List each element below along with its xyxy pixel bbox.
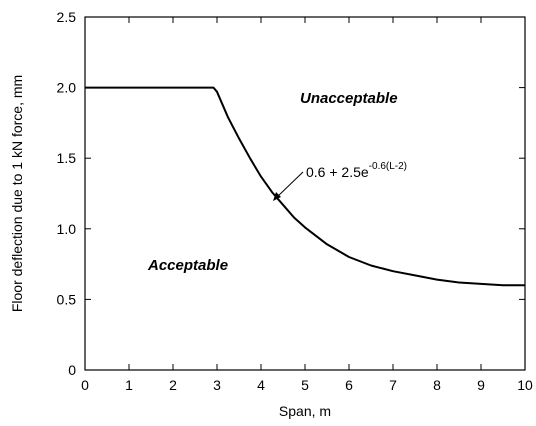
x-tick-label: 4 bbox=[257, 377, 265, 393]
formula-exponent: -0.6(L-2) bbox=[369, 161, 407, 172]
y-tick-label: 0 bbox=[68, 362, 76, 378]
y-axis-ticks: 0 0.5 1.0 1.5 2.0 2.5 bbox=[57, 9, 525, 378]
series-layer bbox=[85, 86, 525, 287]
x-axis-ticks: 0 1 2 3 4 5 6 7 8 9 10 bbox=[81, 17, 533, 393]
formula-arrowhead bbox=[273, 192, 281, 201]
y-tick-label: 2.0 bbox=[57, 80, 77, 96]
x-tick-label: 7 bbox=[389, 377, 397, 393]
y-tick-label: 1.5 bbox=[57, 150, 77, 166]
formula-base: 0.6 + 2.5e bbox=[306, 164, 369, 180]
y-tick-label: 1.0 bbox=[57, 221, 77, 237]
y-tick-label: 2.5 bbox=[57, 9, 77, 25]
x-tick-label: 10 bbox=[517, 377, 533, 393]
y-tick-label: 0.5 bbox=[57, 291, 77, 307]
y-axis-title: Floor deflection due to 1 kN force, mm bbox=[9, 75, 25, 312]
deflection-limit-line bbox=[85, 86, 525, 287]
x-tick-label: 9 bbox=[477, 377, 485, 393]
formula-annotation: 0.6 + 2.5e-0.6(L-2) bbox=[273, 161, 407, 201]
unacceptable-label: Unacceptable bbox=[300, 90, 398, 107]
x-axis-title: Span, m bbox=[279, 403, 331, 419]
x-tick-label: 8 bbox=[433, 377, 441, 393]
x-tick-label: 3 bbox=[213, 377, 221, 393]
acceptable-label: Acceptable bbox=[147, 257, 228, 274]
formula-arrow-line bbox=[275, 171, 304, 199]
x-tick-label: 1 bbox=[125, 377, 133, 393]
x-tick-label: 2 bbox=[169, 377, 177, 393]
formula-text: 0.6 + 2.5e-0.6(L-2) bbox=[306, 161, 407, 180]
x-tick-label: 6 bbox=[345, 377, 353, 393]
plot-frame bbox=[84, 16, 526, 371]
x-tick-label: 0 bbox=[81, 377, 89, 393]
x-tick-label: 5 bbox=[301, 377, 309, 393]
